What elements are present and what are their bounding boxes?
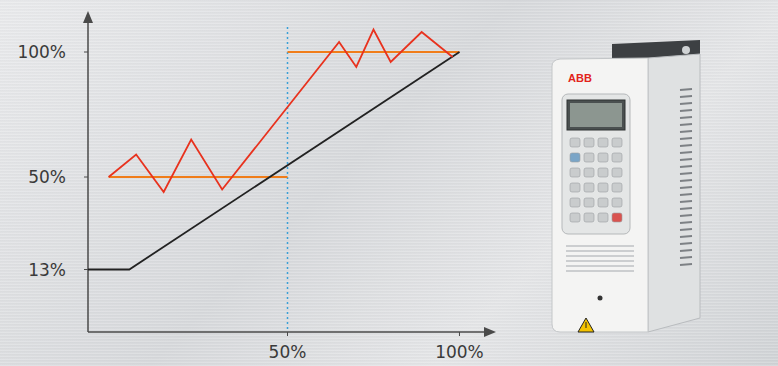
y-axis — [87, 14, 89, 332]
linear-line — [88, 52, 459, 270]
signal-line — [109, 30, 453, 193]
y-tick-label: 100% — [17, 42, 66, 62]
x-tick-label: 100% — [435, 342, 484, 362]
plot-area — [88, 27, 459, 332]
y-tick-label: 50% — [28, 167, 66, 187]
x-tick — [287, 332, 288, 336]
x-tick-label: 50% — [269, 342, 307, 362]
y-tick — [84, 177, 88, 178]
x-tick — [459, 332, 460, 336]
x-axis-arrow — [484, 327, 496, 337]
device-brand: ABB — [568, 72, 592, 84]
y-tick-label: 13% — [28, 260, 66, 280]
x-axis — [88, 331, 493, 333]
vertical-marker-line — [287, 27, 289, 332]
y-tick — [84, 269, 88, 270]
drive-device: ABB — [552, 40, 700, 332]
setpoint-high — [288, 51, 460, 53]
y-tick — [84, 52, 88, 53]
setpoint-low — [109, 176, 288, 178]
y-axis-arrow — [83, 11, 93, 23]
chart: 13% 50% 100% 50% 100% ABB — [0, 0, 778, 366]
